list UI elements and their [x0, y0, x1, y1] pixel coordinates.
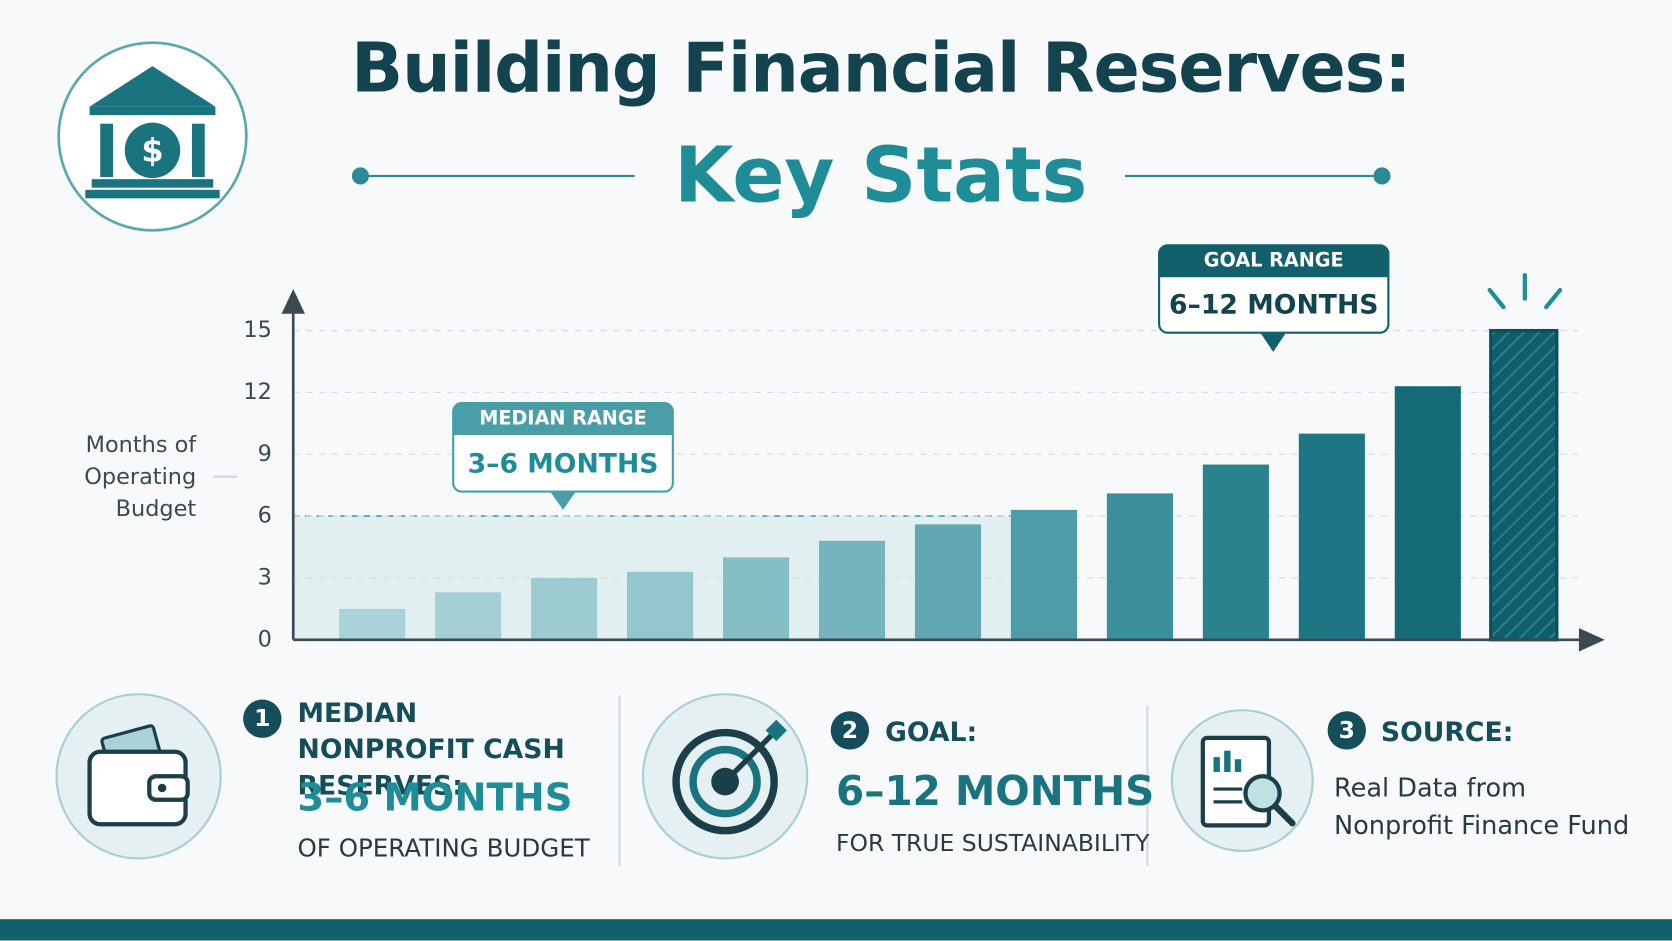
y-tick-label: 9: [258, 441, 272, 467]
badge-number: 3: [1338, 717, 1355, 745]
bar: [818, 540, 886, 640]
bar: [1298, 433, 1365, 640]
bar: [1489, 328, 1559, 642]
sparkle: [1487, 272, 1563, 310]
plot: 0 3 6 9 12 15: [243, 317, 1579, 652]
median-label: MEDIAN RANGE: [479, 407, 647, 430]
bar: [914, 524, 982, 640]
bar: [1010, 509, 1077, 640]
subtitle: Key Stats: [674, 130, 1088, 220]
goal-callout: [1158, 244, 1390, 352]
axes: [281, 289, 1605, 652]
badge-number: 2: [841, 717, 859, 745]
stat-note: Real Data from Nonprofit Finance Fund: [1333, 773, 1630, 841]
y-tick-label: 3: [258, 564, 272, 590]
bar: [627, 571, 694, 640]
goal-value: 6–12 MONTHS: [1168, 288, 1379, 320]
target-icon: [641, 693, 809, 860]
svg-text:$: $: [141, 131, 163, 169]
median-value: 3–6 MONTHS: [467, 447, 659, 479]
badges: [243, 699, 1366, 750]
y-tick-label: 0: [258, 626, 272, 652]
y-axis-label: Months of Operating Budget: [84, 431, 197, 522]
wallet-icon: [55, 693, 222, 860]
badge-number: 1: [254, 705, 271, 733]
title: Building Financial Reserves:: [351, 29, 1411, 109]
stat-heading: GOAL:: [885, 716, 978, 748]
report-icon: [1170, 709, 1314, 852]
y-tick-label: 6: [258, 503, 272, 529]
footer-bar: [0, 919, 1672, 941]
bar: [722, 557, 790, 640]
title-rule: [351, 167, 1391, 185]
bar: [435, 592, 502, 640]
bar: [1202, 464, 1269, 640]
stat-heading: MEDIAN NONPROFIT CASH RESERVES:: [297, 697, 565, 801]
bar: [531, 577, 598, 640]
bar: [1394, 386, 1461, 640]
stat-heading: SOURCE:: [1380, 716, 1514, 748]
stat-value: 6–12 MONTHS: [836, 767, 1155, 815]
bar: [1106, 493, 1173, 640]
y-tick-label: 15: [243, 317, 271, 343]
bank-icon: $: [57, 41, 248, 232]
y-tick-label: 12: [243, 379, 271, 405]
goal-label: GOAL RANGE: [1203, 249, 1344, 272]
bar: [339, 608, 406, 640]
stat-note: FOR TRUE SUSTAINABILITY: [836, 830, 1150, 858]
stat-value: 3–6 MONTHS: [297, 776, 573, 821]
median-callout: [452, 402, 674, 510]
stat-note: OF OPERATING BUDGET: [297, 834, 590, 863]
